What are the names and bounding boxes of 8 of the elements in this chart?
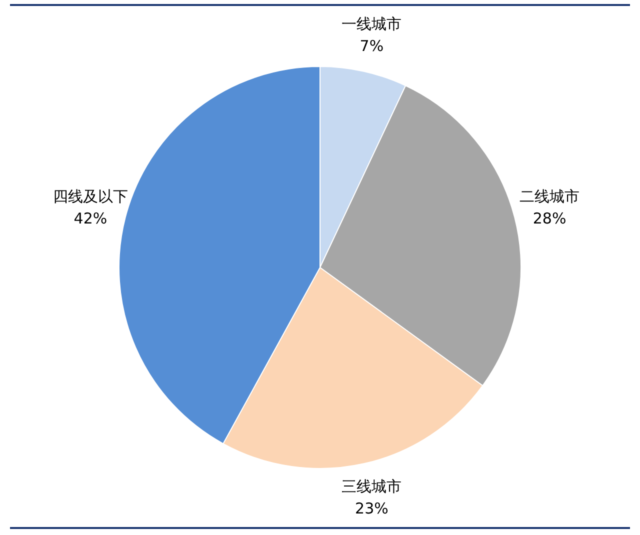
data-label: 42% <box>74 209 108 228</box>
slice-label: 一线城市 <box>342 15 402 34</box>
data-label: 28% <box>532 209 566 228</box>
slice-label: 四线及以下 <box>52 187 128 206</box>
slice-label: 二线城市 <box>520 187 580 206</box>
slice-label: 三线城市 <box>342 478 402 496</box>
data-label: 7% <box>360 37 384 56</box>
data-label: 23% <box>355 500 388 518</box>
